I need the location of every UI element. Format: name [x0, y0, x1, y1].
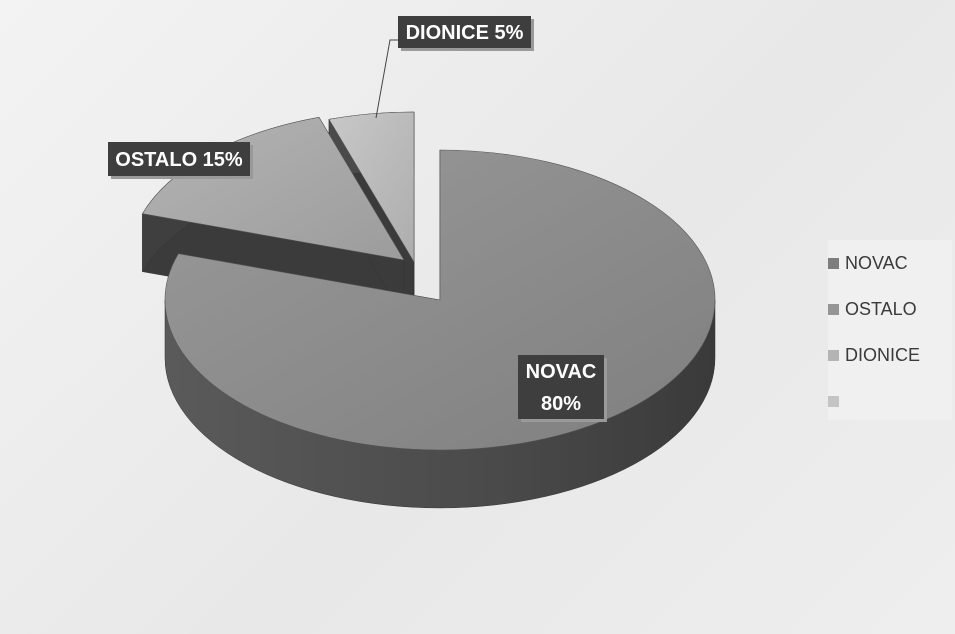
label-dionice-box [398, 16, 531, 48]
legend-swatch-dionice [828, 349, 839, 361]
label-novac-text-2: 80% [541, 393, 581, 415]
legend-swatch-empty [828, 395, 839, 407]
label-ostalo: OSTALO 15% [108, 142, 253, 179]
label-novac: NOVAC 80% [518, 355, 607, 422]
label-dionice: DIONICE 5% [398, 16, 534, 51]
legend-item-empty [828, 378, 952, 424]
pie-slice-dionice [328, 111, 415, 264]
legend-label-ostalo: OSTALO [845, 298, 917, 319]
legend-label-dionice: DIONICE [845, 344, 921, 365]
label-ostalo-text: OSTALO 15% [115, 149, 243, 171]
label-dionice-text: DIONICE 5% [406, 22, 524, 44]
label-novac-box [518, 355, 604, 419]
dionice-leader-line [375, 39, 400, 119]
chart-legend: NOVAC OSTALO DIONICE [828, 240, 952, 420]
legend-swatch-novac [828, 257, 839, 269]
label-ostalo-box [108, 142, 250, 176]
label-novac-text-1: NOVAC [526, 361, 597, 383]
legend-swatch-ostalo [828, 303, 839, 315]
legend-item-ostalo: OSTALO [828, 286, 952, 332]
legend-item-novac: NOVAC [828, 240, 952, 286]
legend-item-dionice: DIONICE [828, 332, 952, 378]
legend-label-novac: NOVAC [845, 252, 908, 273]
